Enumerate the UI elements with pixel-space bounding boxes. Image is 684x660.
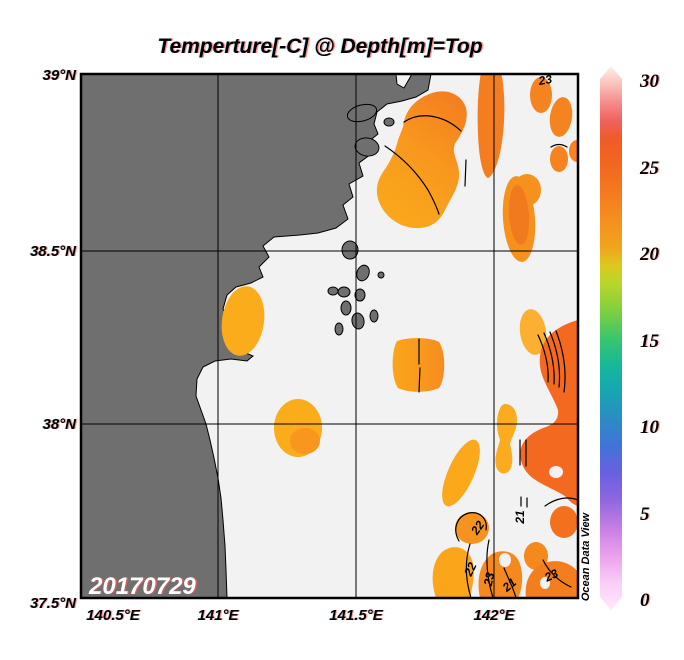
colorbar-tick-5: 5 [640, 504, 650, 525]
landmass [81, 74, 432, 598]
map-canvas: 23 22 23 21 23 21 22 20170729 [81, 72, 578, 600]
colorbar-tick-10: 10 [640, 417, 660, 438]
nodata-hole [549, 466, 563, 478]
patch [569, 140, 578, 162]
colorbar-tick-20: 20 [639, 244, 660, 265]
patch [508, 185, 530, 245]
y-tick-38-5n: 38.5°N [30, 243, 77, 260]
patch [290, 428, 320, 454]
colorbar-tick-0: 0 [640, 590, 650, 611]
nodata-hole [499, 553, 511, 567]
patch [525, 561, 578, 598]
contour-label: 21 [513, 510, 527, 525]
y-tick-38n: 38°N [42, 416, 77, 433]
patch [477, 74, 505, 178]
patch [392, 338, 445, 392]
contour-label: 23 [541, 566, 560, 585]
plot-title: Temperture[-C] @ Depth[m]=Top [157, 35, 482, 58]
patch-warm-core [520, 320, 578, 506]
colorbar: 30 25 20 15 10 5 0 Ocean Data View [580, 66, 660, 611]
x-tick-140-5e: 140.5°E [86, 607, 141, 624]
y-tick-37-5n: 37.5°N [30, 595, 77, 612]
colorbar-tick-25: 25 [639, 158, 660, 179]
x-axis-labels: 140.5°E 141°E 141.5°E 142°E [86, 607, 515, 624]
y-tick-39n: 39°N [42, 67, 77, 84]
patch [432, 547, 474, 598]
colorbar-tick-30: 30 [639, 71, 660, 92]
map-border [79, 72, 580, 600]
patch [530, 77, 552, 113]
patch [495, 404, 517, 474]
contour-lines [384, 115, 578, 598]
contour-label: 22 [461, 560, 480, 579]
islands [327, 103, 395, 336]
patch [524, 542, 548, 570]
nodata-hole [517, 540, 527, 550]
patch [519, 309, 547, 355]
patch [376, 91, 467, 229]
x-tick-142e: 142°E [473, 607, 515, 624]
date-stamp: 20170729 [88, 573, 196, 600]
patch [550, 506, 578, 538]
x-tick-141-5e: 141.5°E [329, 607, 384, 624]
y-axis-labels: 39°N 38.5°N 38°N 37.5°N [30, 67, 77, 612]
patch [550, 146, 568, 172]
odv-watermark: Ocean Data View [580, 511, 592, 601]
patch [549, 97, 573, 137]
colorbar-gradient [600, 66, 622, 610]
contour-label: 22 [468, 518, 488, 538]
x-tick-141e: 141°E [197, 607, 239, 624]
nodata-hole [540, 577, 550, 589]
grid-lines [81, 74, 578, 598]
patch [442, 439, 480, 507]
patch [221, 286, 265, 356]
contour-label: 23 [481, 571, 498, 588]
contour-label: 23 [537, 72, 554, 88]
colorbar-tick-15: 15 [640, 331, 660, 352]
patch [455, 512, 489, 544]
